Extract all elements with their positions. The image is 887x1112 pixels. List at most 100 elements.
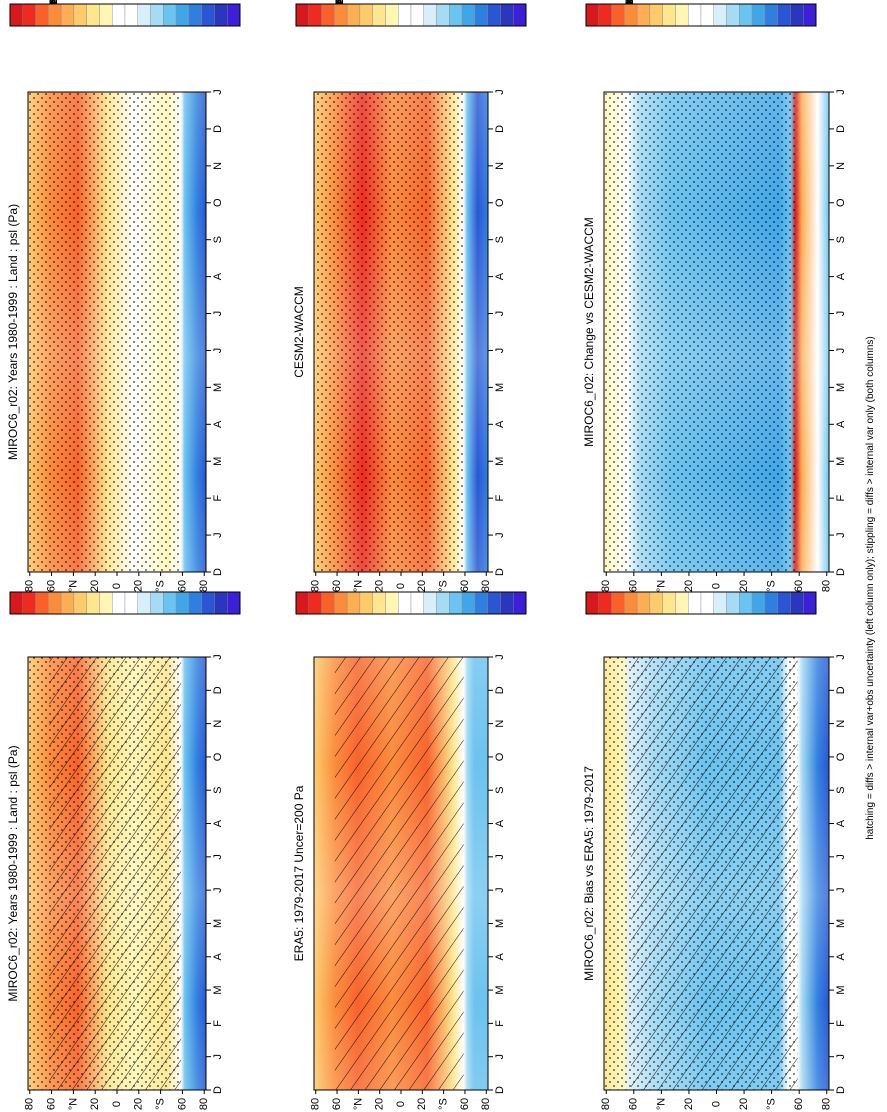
colorbar-swatch (739, 3, 753, 27)
lat-tick-label: 20 (738, 580, 750, 592)
colorbar-swatch (372, 3, 386, 27)
lat-tick-label: 0 (111, 1101, 123, 1107)
colorbar-swatch (22, 3, 36, 27)
lat-tick-label: 60 (459, 1098, 471, 1110)
colorbar-swatch (321, 591, 335, 615)
month-tick-label: M (835, 457, 847, 466)
lat-tick-label: °S (155, 580, 167, 592)
month-tick-label: M (835, 919, 847, 928)
colorbar-swatch (137, 3, 151, 27)
lat-tick-label: 80 (821, 1098, 833, 1110)
lat-tick-label: 80 (600, 1098, 612, 1110)
colorbar-swatch (214, 591, 228, 615)
colorbar-swatch (624, 3, 638, 27)
month-tick-label: A (835, 819, 847, 827)
month-tick-label: J (494, 89, 506, 95)
month-tick-label: O (835, 198, 847, 207)
colorbar-swatch (214, 3, 228, 27)
month-tick-label: J (212, 854, 224, 860)
colorbar-swatch (150, 3, 164, 27)
colorbar-swatch (398, 3, 412, 27)
colorbar-swatch (700, 591, 714, 615)
month-tick-label: S (494, 787, 506, 794)
colorbar-frame (295, 3, 527, 27)
month-tick-label: A (835, 272, 847, 280)
lat-tick-label: 20 (683, 580, 695, 592)
colorbar-swatch (777, 3, 791, 27)
month-tick-label: J (835, 311, 847, 317)
month-tick-label: S (835, 236, 847, 243)
lat-tick-label: 60 (628, 1098, 640, 1110)
colorbar-swatch (585, 3, 599, 27)
month-tick-label: J (494, 311, 506, 317)
month-tick-label: F (494, 1020, 506, 1027)
month-tick-label: J (212, 89, 224, 95)
lat-tick-label: °S (155, 1098, 167, 1110)
colorbar-swatch (500, 3, 514, 27)
lat-tick-label: °S (438, 580, 450, 592)
colorbar-abs (9, 3, 241, 27)
colorbar-swatch (346, 591, 361, 615)
lat-tick-label: °S (766, 1098, 778, 1110)
month-tick-label: M (494, 919, 506, 928)
month-tick-label: A (835, 420, 847, 428)
month-tick-label: M (494, 985, 506, 994)
month-tick-label: M (212, 457, 224, 466)
month-tick-label: A (494, 420, 506, 428)
month-tick-label: O (212, 198, 224, 207)
colorbar-swatch (163, 3, 177, 27)
month-tick-label: D (494, 125, 506, 133)
heatmap-panel-4: D J F M A M J J A S O N D J 80 60 °N 20 0 20 °S 60 80 (600, 654, 847, 1110)
colorbar-swatch (423, 591, 437, 615)
colorbar-swatch (334, 3, 348, 27)
colorbar-swatch (398, 591, 412, 615)
colorbar-swatch (461, 591, 476, 615)
month-tick-label: N (494, 720, 506, 728)
colorbar-swatch (649, 591, 663, 615)
colorbar-swatch (112, 3, 126, 27)
month-tick-label: A (494, 952, 506, 960)
month-tick-label: N (835, 720, 847, 728)
month-tick-label: F (212, 1020, 224, 1027)
colorbar-swatch (449, 3, 463, 27)
colorbar-swatch (35, 591, 49, 615)
lat-tick-label: 20 (133, 1098, 145, 1110)
month-tick-label: J (212, 532, 224, 538)
heatmap-panel-2: D J F M A M J J A S O N D J 80 60 °N 20 0 20 °S 60 80 (310, 654, 506, 1110)
colorbar-frame (9, 3, 241, 27)
month-tick-label: J (212, 1054, 224, 1060)
month-tick-label: N (494, 162, 506, 170)
month-tick-label: S (835, 787, 847, 794)
lat-tick-label: 60 (176, 580, 188, 592)
month-tick-label: D (494, 1086, 506, 1094)
month-tick-label: D (494, 686, 506, 694)
lat-tick-label: 80 (821, 580, 833, 592)
colorbar-swatch (35, 3, 49, 27)
lat-tick-label: 80 (310, 580, 322, 592)
colorbar-swatch (764, 591, 778, 615)
colorbar-swatch (73, 3, 87, 27)
colorbar-swatch (474, 3, 488, 27)
month-tick-label: S (212, 236, 224, 243)
colorbar-swatch (321, 3, 335, 27)
colorbar-swatch (385, 591, 399, 615)
colorbar-swatch (764, 3, 778, 27)
colorbar-abs (295, 591, 527, 615)
colorbar-swatch (201, 591, 215, 615)
colorbar-swatch (688, 3, 702, 27)
colorbar-swatch (9, 3, 23, 27)
colorbar-swatch (410, 591, 424, 615)
lat-tick-label: 60 (793, 580, 805, 592)
colorbar-swatch (675, 3, 689, 27)
colorbar-swatch (295, 591, 309, 615)
month-tick-label: D (835, 686, 847, 694)
lat-tick-label: 80 (310, 1098, 322, 1110)
colorbar-swatch (598, 591, 612, 615)
colorbar-swatch (22, 591, 36, 615)
colorbar-swatch (385, 3, 399, 27)
lat-tick-label: 20 (683, 1098, 695, 1110)
colorbar-swatch (675, 591, 689, 615)
month-tick-label: F (494, 495, 506, 502)
colorbar-frame (9, 591, 241, 615)
colorbar-swatch (598, 3, 612, 27)
